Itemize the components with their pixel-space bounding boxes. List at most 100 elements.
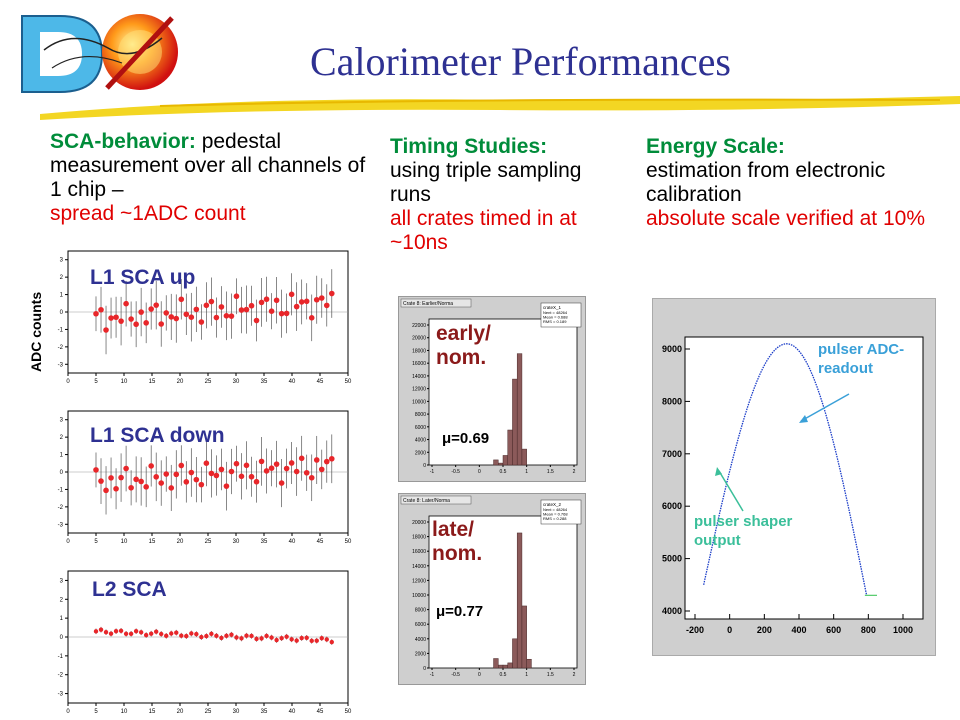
- data-point: [268, 465, 275, 471]
- x-tick-label: -0.5: [451, 469, 460, 475]
- data-point: [133, 629, 139, 634]
- x-tick-label: 0: [478, 672, 481, 678]
- late-label-line1: late/: [432, 518, 475, 541]
- data-point: [189, 631, 194, 636]
- data-point: [288, 291, 295, 298]
- data-point: [178, 296, 185, 303]
- data-point: [283, 465, 290, 472]
- x-tick-label: 2: [573, 672, 576, 678]
- x-tick-label: -0.5: [451, 672, 460, 678]
- data-point: [93, 629, 99, 634]
- y-tick-label: 1: [60, 616, 64, 622]
- data-point: [194, 631, 199, 637]
- energy-result: absolute scale verified at 10%: [646, 207, 925, 230]
- data-point: [163, 310, 170, 316]
- data-point: [278, 310, 285, 317]
- y-tick-label: 0: [423, 666, 426, 672]
- pulser-adc-line2: readout: [818, 360, 874, 377]
- y-tick-label: -1: [58, 487, 64, 493]
- x-tick-label: 45: [317, 379, 324, 385]
- y-tick-label: 12000: [412, 387, 426, 393]
- hist-bar: [512, 378, 518, 466]
- y-tick-label: 20000: [412, 336, 426, 342]
- data-point: [168, 314, 175, 320]
- data-point: [184, 633, 189, 639]
- data-point: [113, 314, 119, 321]
- pulser-plot-panel: 4000 5000 6000 7000 8000 9000 -200 0 200 400 600 80…: [652, 298, 936, 656]
- y-tick-label: -3: [58, 522, 64, 528]
- early-label-line2: nom.: [436, 346, 487, 369]
- x-tick-label: 15: [149, 539, 156, 545]
- y-tick-label: 10000: [412, 399, 426, 405]
- data-point: [219, 635, 224, 641]
- data-point: [224, 633, 229, 639]
- data-point: [308, 474, 315, 481]
- data-point: [273, 297, 280, 304]
- data-point: [228, 468, 235, 475]
- y-tick-label: 6000: [415, 425, 426, 431]
- data-point: [298, 455, 305, 462]
- x-tick-label: 1: [525, 672, 528, 678]
- x-tick-label: 10: [121, 379, 128, 385]
- hist-bar: [521, 448, 527, 466]
- x-tick-label: -200: [686, 625, 704, 635]
- data-point: [198, 481, 205, 488]
- data-point: [108, 475, 114, 481]
- y-tick-label: 14000: [412, 564, 426, 570]
- x-tick-label: 25: [205, 709, 212, 715]
- hist-bar: [516, 532, 523, 669]
- x-tick-label: 30: [233, 709, 240, 715]
- x-tick-label: 0.5: [500, 469, 507, 475]
- y-tick-label: 20000: [412, 520, 426, 526]
- y-tick-label: 14000: [412, 374, 426, 380]
- data-point: [108, 631, 114, 636]
- data-point: [258, 458, 265, 465]
- x-tick-label: 50: [345, 709, 352, 715]
- pulser-adc-annotation: pulser ADC- readout: [818, 340, 904, 378]
- do-logo: [12, 8, 182, 94]
- y-tick-label: -3: [58, 692, 64, 698]
- x-tick-label: 5: [94, 709, 98, 715]
- data-point: [93, 310, 99, 317]
- y-tick-label: -1: [58, 327, 64, 333]
- data-point: [153, 474, 159, 480]
- data-point: [268, 308, 275, 314]
- data-point: [103, 327, 109, 333]
- data-point: [218, 304, 225, 310]
- x-tick-label: 0: [66, 539, 70, 545]
- data-point: [133, 476, 139, 483]
- data-point: [233, 293, 240, 300]
- hist-bar: [493, 658, 499, 669]
- data-point: [243, 462, 250, 469]
- data-point: [188, 314, 195, 320]
- x-tick-label: 1: [525, 469, 528, 475]
- data-point: [128, 631, 134, 637]
- y-tick-label: 1: [60, 293, 64, 299]
- data-point: [178, 462, 185, 469]
- x-tick-label: 200: [757, 625, 772, 635]
- hist-bar: [516, 353, 523, 466]
- data-point: [179, 633, 184, 638]
- timing-description: using triple sampling runs: [390, 159, 582, 206]
- hist-bar: [502, 455, 508, 466]
- data-point: [324, 637, 329, 642]
- x-tick-label: 20: [177, 539, 184, 545]
- data-point: [193, 306, 200, 313]
- data-point: [204, 633, 209, 639]
- data-point: [253, 317, 260, 324]
- x-tick-label: 20: [177, 709, 184, 715]
- energy-scale-text: Energy Scale: estimation from electronic…: [646, 135, 946, 231]
- data-point: [303, 469, 310, 476]
- x-tick-label: 40: [289, 709, 296, 715]
- y-tick-label: 18000: [412, 535, 426, 541]
- hist-title: Crate 8: Earlier/Norma: [403, 301, 453, 307]
- data-point: [159, 631, 164, 637]
- pulser-adc-curve: [703, 343, 868, 596]
- early-label-line1: early/: [436, 322, 491, 345]
- late-histogram-panel: Crate 8: Later/Norma crateX_2 Nent = 48264…: [398, 493, 586, 685]
- hist-title-box: [400, 495, 472, 505]
- pulser-shaper-line1: pulser shaper: [694, 513, 793, 530]
- data-point: [294, 638, 299, 643]
- shaper-arrow: [718, 470, 744, 512]
- data-point: [253, 478, 260, 485]
